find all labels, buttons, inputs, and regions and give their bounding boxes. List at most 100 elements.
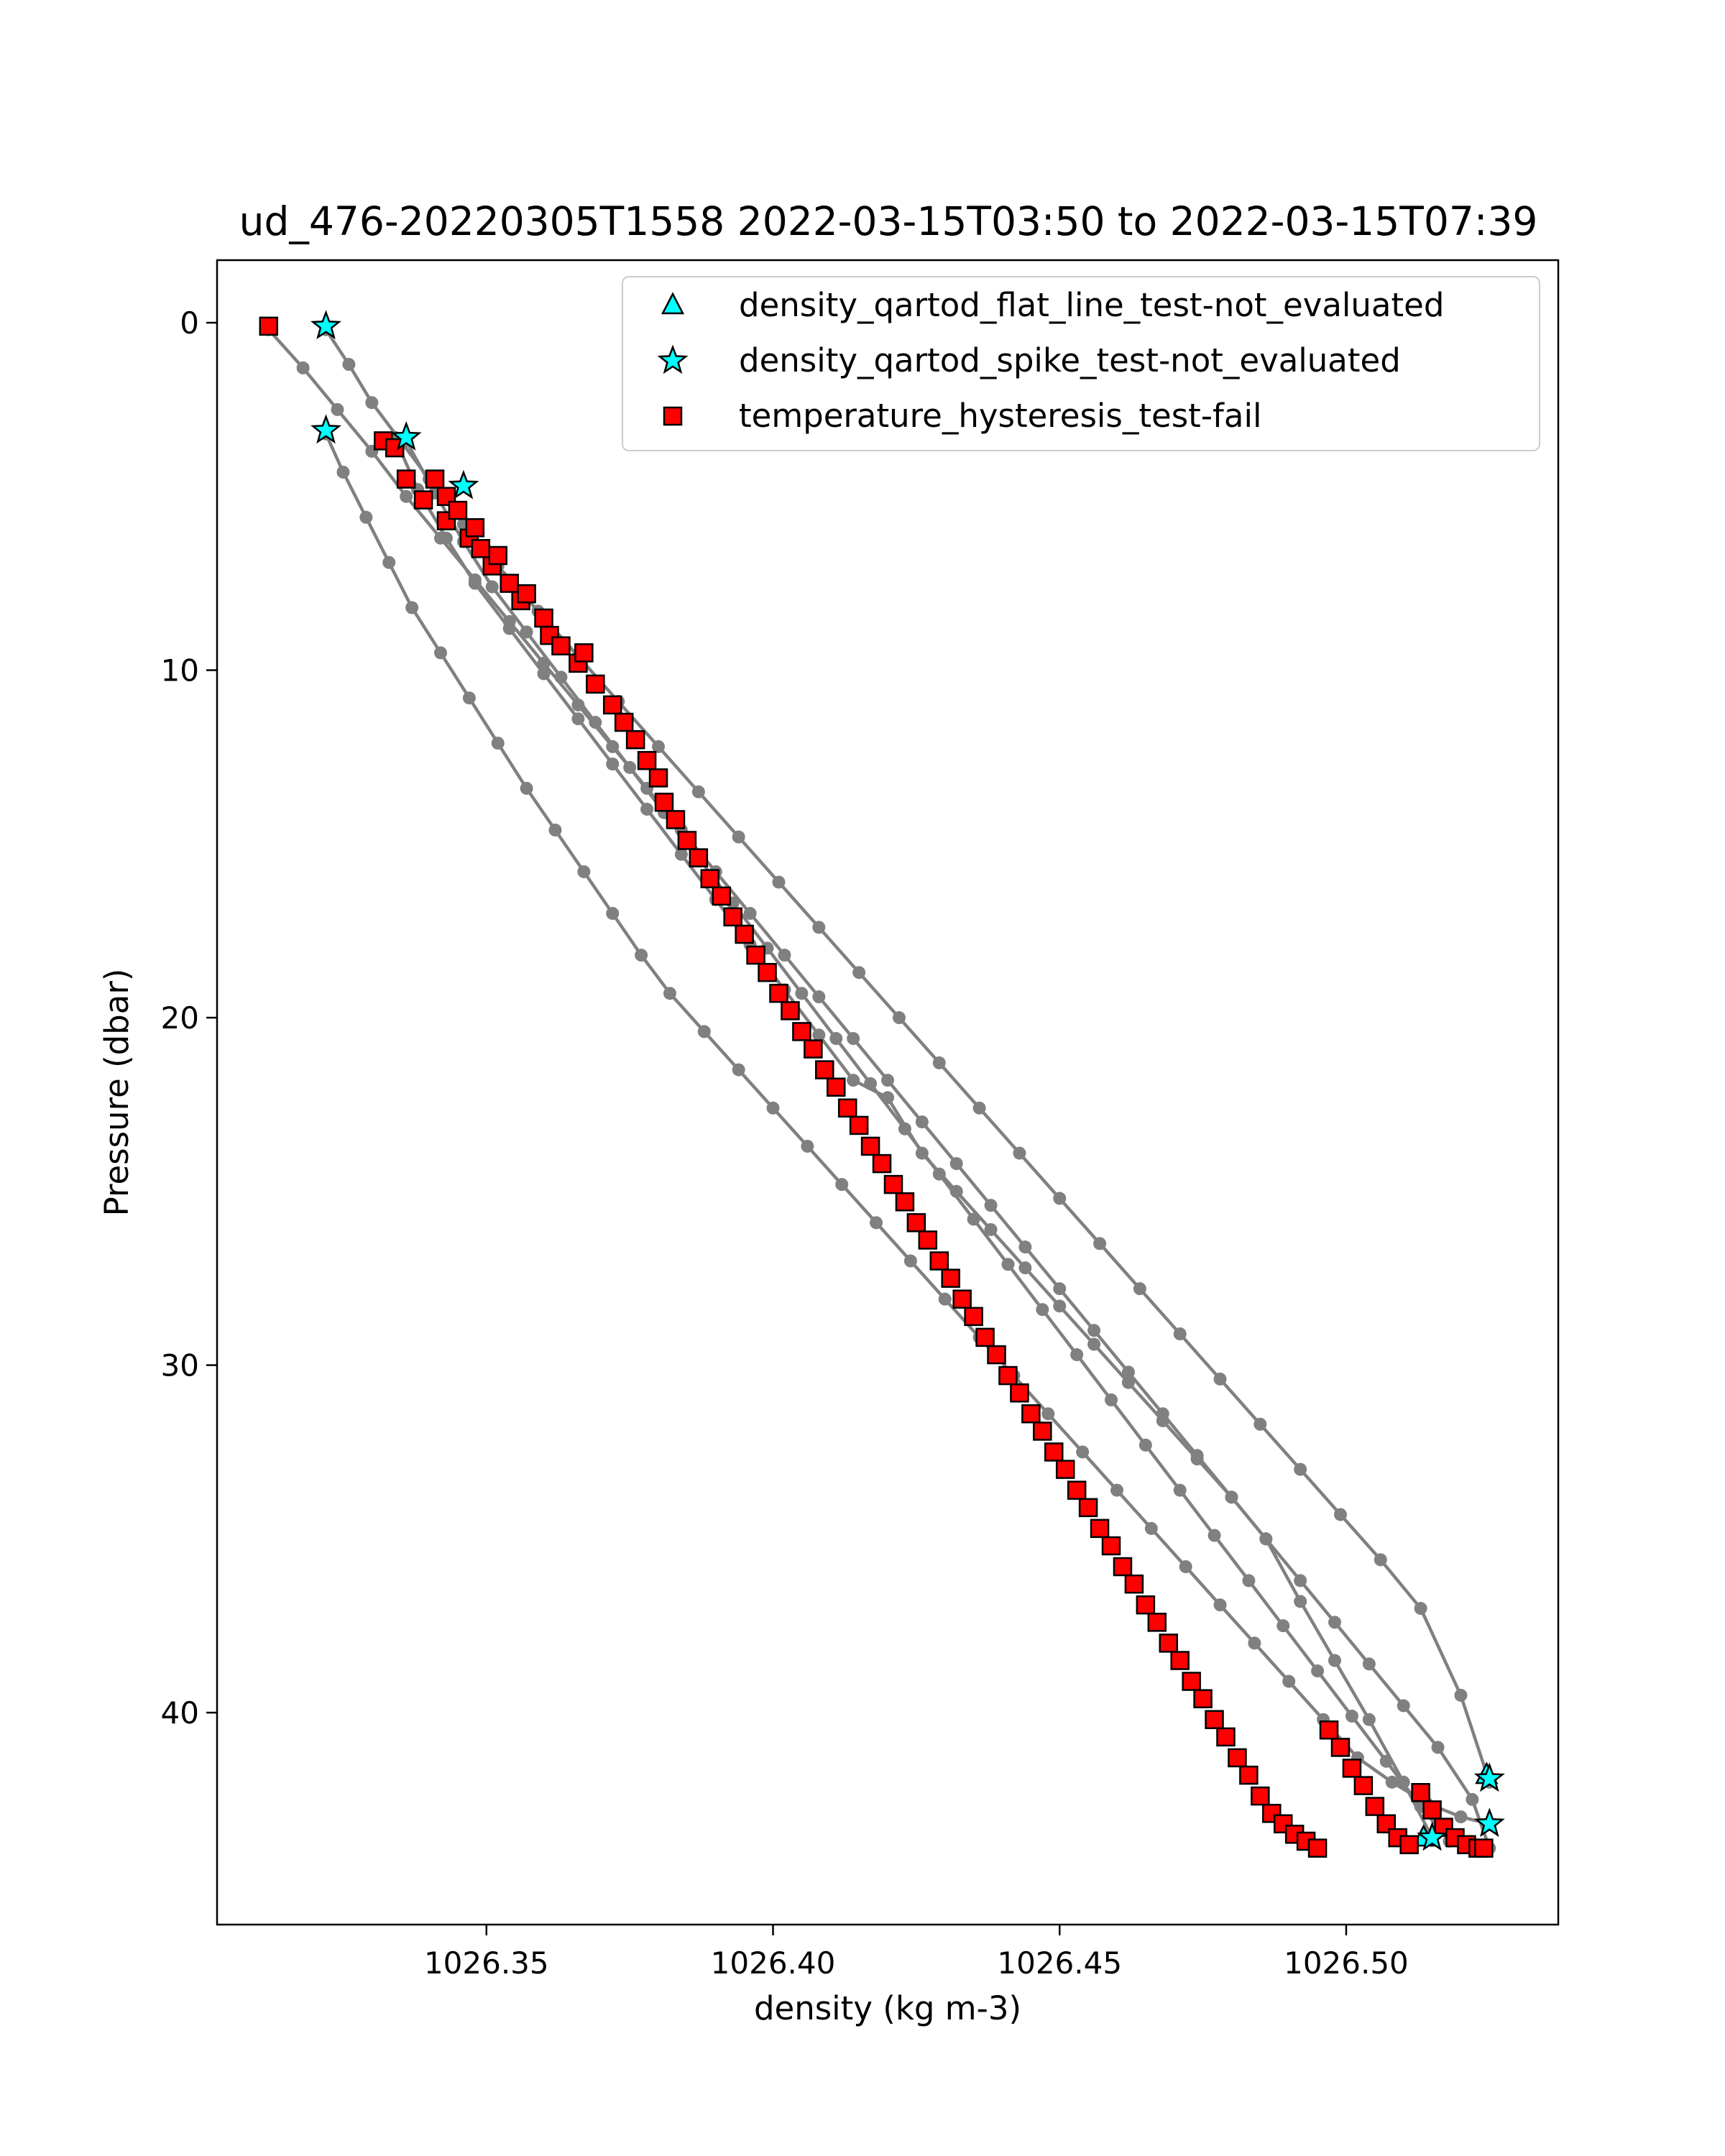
hysteresis-fail-marker bbox=[815, 1060, 834, 1079]
flag-markers bbox=[259, 310, 1505, 1858]
hysteresis-fail-marker bbox=[1010, 1383, 1029, 1403]
profile-point bbox=[623, 760, 637, 774]
hysteresis-fail-marker bbox=[1021, 1404, 1041, 1424]
hysteresis-fail-marker bbox=[385, 438, 405, 458]
profile-point bbox=[485, 580, 499, 594]
x-tick-label: 1026.50 bbox=[1284, 1945, 1409, 1981]
profile-point bbox=[967, 1212, 980, 1226]
hysteresis-fail-marker bbox=[735, 924, 754, 944]
hysteresis-fail-marker bbox=[700, 869, 720, 888]
profile-point bbox=[1454, 1810, 1468, 1824]
hysteresis-fail-marker bbox=[769, 983, 788, 1003]
hysteresis-fail-marker bbox=[1422, 1800, 1442, 1820]
hysteresis-fail-marker bbox=[614, 712, 634, 732]
profile-point bbox=[1414, 1602, 1427, 1616]
profile-point bbox=[1362, 1713, 1376, 1726]
profile-point bbox=[1156, 1414, 1169, 1427]
legend-label-spike: density_qartod_spike_test-not_evaluated bbox=[739, 341, 1401, 379]
profile-point bbox=[1294, 1574, 1307, 1588]
y-tick-label: 0 bbox=[180, 305, 199, 341]
profile-point bbox=[732, 1063, 745, 1077]
hysteresis-fail-marker bbox=[1399, 1835, 1419, 1855]
spike-flag-marker bbox=[448, 469, 479, 499]
hysteresis-fail-marker bbox=[1147, 1613, 1167, 1632]
profile-point bbox=[829, 1032, 843, 1046]
profile-point bbox=[1173, 1327, 1187, 1341]
profile-point bbox=[898, 1122, 911, 1135]
profile-point bbox=[434, 646, 447, 660]
profile-point bbox=[1179, 1560, 1192, 1573]
profile-point bbox=[903, 1254, 917, 1268]
profile-point bbox=[1254, 1417, 1267, 1431]
profile-point bbox=[336, 465, 350, 479]
hysteresis-fail-marker bbox=[712, 886, 731, 906]
hysteresis-fail-marker bbox=[987, 1345, 1006, 1365]
hysteresis-fail-marker bbox=[448, 500, 468, 520]
profile-point bbox=[635, 949, 648, 962]
plot-frame bbox=[216, 259, 1560, 1926]
hysteresis-fail-marker bbox=[1474, 1838, 1494, 1858]
hysteresis-fail-marker bbox=[517, 584, 536, 604]
x-axis: 1026.35 1026.40 1026.45 1026.50 bbox=[424, 1925, 1409, 1981]
hysteresis-fail-marker bbox=[1078, 1498, 1098, 1518]
chart-title: ud_476-20220305T1558 2022-03-15T03:50 to… bbox=[239, 198, 1538, 244]
hysteresis-fail-marker bbox=[677, 831, 697, 850]
profile-point bbox=[1070, 1348, 1084, 1362]
profile-point bbox=[359, 510, 373, 524]
profile-point bbox=[892, 1011, 906, 1025]
y-tick-label: 20 bbox=[161, 1000, 199, 1036]
profile-point bbox=[847, 1074, 860, 1087]
hysteresis-fail-marker bbox=[849, 1115, 869, 1135]
hysteresis-fail-marker bbox=[586, 674, 605, 694]
profile-point bbox=[537, 667, 551, 681]
hysteresis-fail-marker bbox=[1159, 1634, 1178, 1653]
profile-point bbox=[663, 987, 676, 1000]
hysteresis-fail-marker bbox=[1365, 1797, 1385, 1816]
hysteresis-fail-marker bbox=[918, 1230, 938, 1250]
profile-point bbox=[1454, 1688, 1468, 1702]
profile-point bbox=[1133, 1282, 1146, 1296]
legend-box bbox=[622, 276, 1540, 451]
spike-flag-marker bbox=[390, 421, 422, 451]
profile-point bbox=[1311, 1664, 1325, 1678]
profile-point bbox=[548, 823, 562, 837]
profile-point bbox=[1362, 1657, 1376, 1671]
profile-point bbox=[1294, 1462, 1307, 1476]
hysteresis-fail-marker bbox=[964, 1307, 983, 1327]
profile-point bbox=[554, 671, 568, 684]
profile-point bbox=[778, 949, 791, 962]
profile-point bbox=[1431, 1741, 1445, 1754]
x-tick-label: 1026.35 bbox=[424, 1945, 549, 1981]
hysteresis-fail-marker bbox=[1182, 1672, 1201, 1691]
hysteresis-fail-marker bbox=[1216, 1727, 1236, 1747]
profile-point bbox=[1121, 1376, 1135, 1389]
profile-point bbox=[697, 1025, 711, 1038]
profile-point bbox=[915, 1115, 929, 1129]
profile-point bbox=[1345, 1709, 1358, 1723]
profile-point bbox=[1259, 1532, 1273, 1546]
profile-line bbox=[405, 440, 1451, 1843]
profile-point bbox=[1282, 1674, 1296, 1688]
hysteresis-fail-marker bbox=[1228, 1748, 1247, 1768]
profile-point bbox=[674, 847, 688, 861]
hysteresis-fail-marker bbox=[1101, 1536, 1121, 1556]
profile-point bbox=[1173, 1483, 1187, 1497]
hysteresis-fail-marker bbox=[1307, 1838, 1328, 1858]
hysteresis-fail-marker bbox=[1342, 1759, 1362, 1778]
hysteresis-fail-marker bbox=[436, 511, 456, 530]
hysteresis-fail-marker bbox=[500, 573, 519, 593]
profile-point bbox=[296, 361, 310, 374]
profile-point bbox=[468, 576, 482, 590]
profile-point bbox=[1466, 1792, 1479, 1806]
hysteresis-fail-marker bbox=[413, 490, 433, 510]
hysteresis-fail-marker bbox=[1205, 1710, 1224, 1729]
y-tick-label: 30 bbox=[161, 1348, 199, 1383]
y-tick-label: 40 bbox=[161, 1695, 199, 1731]
profile-point bbox=[1053, 1192, 1067, 1205]
profile-point bbox=[589, 716, 602, 729]
profile-point bbox=[1385, 1775, 1399, 1789]
profile-point bbox=[520, 781, 533, 795]
profile-point bbox=[439, 531, 453, 545]
profile-point bbox=[1213, 1372, 1227, 1386]
hysteresis-fail-marker bbox=[781, 1001, 800, 1021]
